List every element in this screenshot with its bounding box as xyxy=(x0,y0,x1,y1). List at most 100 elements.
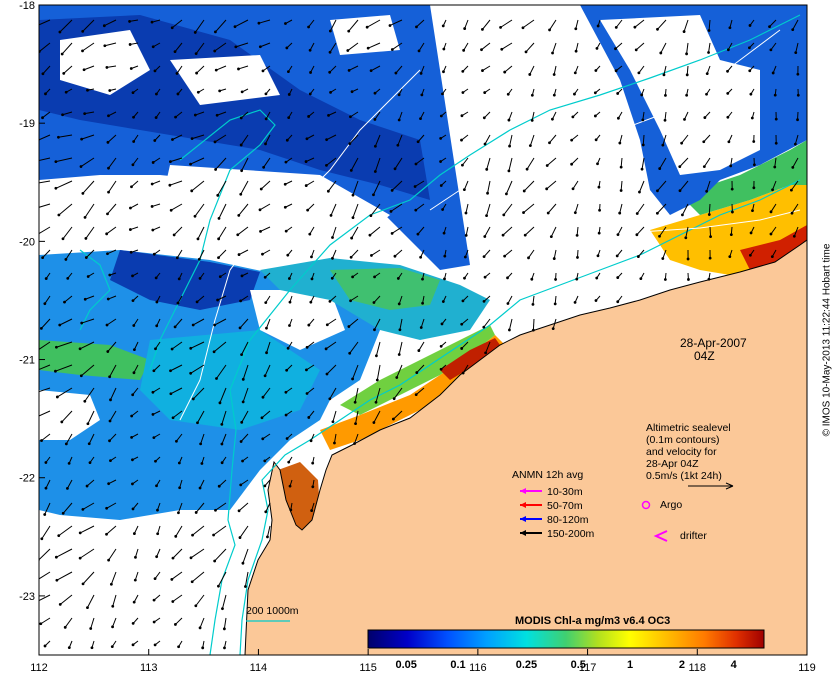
velocity-vector-head xyxy=(527,256,530,260)
velocity-vector-head xyxy=(309,71,312,74)
velocity-vector-head xyxy=(264,92,268,96)
y-tick-label: -20 xyxy=(19,236,35,248)
velocity-vector-head xyxy=(486,191,489,195)
velocity-vector xyxy=(56,571,73,581)
velocity-vector xyxy=(107,341,117,352)
velocity-vector-head xyxy=(461,371,465,375)
velocity-vector-head xyxy=(241,400,245,404)
velocity-vector-head xyxy=(40,537,44,541)
colorbar-tick-label: 1 xyxy=(627,659,633,671)
velocity-vector xyxy=(484,134,491,145)
velocity-vector-head xyxy=(87,442,91,446)
velocity-vector-head xyxy=(503,70,507,74)
velocity-vector-head xyxy=(190,137,194,141)
velocity-vector-head xyxy=(130,414,134,418)
velocity-vector-head xyxy=(461,69,465,73)
velocity-vector-head xyxy=(172,233,176,237)
velocity-vector-head xyxy=(33,182,36,185)
velocity-vector-head xyxy=(239,143,243,147)
velocity-vector xyxy=(571,157,579,165)
velocity-vector xyxy=(174,318,183,328)
velocity-vector-head xyxy=(685,73,689,77)
velocity-vector-head xyxy=(154,276,158,280)
velocity-vector xyxy=(192,387,205,400)
velocity-vector xyxy=(41,318,51,329)
cloud-gap xyxy=(160,165,390,240)
velocity-vector xyxy=(59,594,73,605)
velocity-vector xyxy=(394,249,403,257)
velocity-vector-head xyxy=(549,235,553,238)
velocity-vector xyxy=(217,295,227,301)
velocity-vector-head xyxy=(617,116,620,120)
cloud-gap xyxy=(600,15,760,175)
velocity-vector-head xyxy=(506,92,510,96)
velocity-vector xyxy=(39,180,51,184)
velocity-vector-head xyxy=(616,276,620,279)
velocity-vector-head xyxy=(241,561,245,565)
velocity-vector-head xyxy=(329,213,333,217)
velocity-vector-head xyxy=(307,25,310,29)
velocity-vector-head xyxy=(309,439,313,443)
velocity-vector xyxy=(770,226,777,235)
velocity-vector-head xyxy=(154,459,157,463)
velocity-vector-head xyxy=(190,580,194,584)
velocity-vector xyxy=(415,157,425,165)
velocity-vector xyxy=(107,249,117,255)
velocity-vector-head xyxy=(461,163,464,167)
velocity-vector-head xyxy=(499,25,502,29)
velocity-vector xyxy=(399,318,403,330)
velocity-vector-head xyxy=(129,206,132,210)
velocity-vector xyxy=(265,134,271,145)
velocity-vector-head xyxy=(731,210,734,214)
velocity-vector xyxy=(79,341,95,350)
chl-coastal-red xyxy=(440,338,500,380)
velocity-vector-head xyxy=(150,205,154,208)
velocity-vector-head xyxy=(351,216,355,220)
velocity-vector-head xyxy=(728,255,732,259)
velocity-vector-head xyxy=(325,323,329,327)
velocity-vector xyxy=(354,433,359,444)
velocity-vector-head xyxy=(193,113,197,117)
velocity-vector-head xyxy=(729,164,733,168)
isobath-deep xyxy=(149,109,276,371)
velocity-vector-head xyxy=(439,367,443,371)
velocity-vector-head xyxy=(284,390,288,394)
velocity-vector-head xyxy=(190,189,194,193)
velocity-vector-head xyxy=(507,328,511,332)
velocity-vector-head xyxy=(707,29,711,32)
velocity-vector xyxy=(398,111,403,121)
velocity-vector xyxy=(260,180,271,190)
velocity-vector xyxy=(55,364,73,372)
velocity-vector xyxy=(176,433,183,442)
y-tick-label: -23 xyxy=(19,591,35,603)
velocity-vector-head xyxy=(333,441,336,445)
velocity-vector xyxy=(686,65,689,75)
velocity-vector xyxy=(531,111,535,121)
velocity-vectors xyxy=(33,19,800,650)
velocity-vector-head xyxy=(311,485,315,489)
velocity-vector-head xyxy=(658,167,662,170)
velocity-vector xyxy=(39,157,51,162)
argo-icon xyxy=(641,500,651,510)
velocity-vector-head xyxy=(439,136,443,140)
anmn-legend-item: 10-30m xyxy=(520,486,583,498)
velocity-vector-head xyxy=(54,369,57,373)
velocity-vector-head xyxy=(727,140,731,144)
velocity-vector-head xyxy=(460,138,463,142)
velocity-vector-head xyxy=(663,118,667,122)
velocity-vector-head xyxy=(239,440,243,443)
velocity-vector xyxy=(90,617,95,629)
velocity-vector xyxy=(57,387,73,398)
velocity-vector-head xyxy=(596,254,600,258)
velocity-vector xyxy=(657,203,667,214)
velocity-vector-head xyxy=(570,138,574,142)
velocity-vector-head xyxy=(552,93,556,97)
velocity-vector-head xyxy=(152,598,156,602)
velocity-vector-head xyxy=(328,29,332,33)
velocity-vector-head xyxy=(598,208,601,212)
velocity-vector-head xyxy=(573,300,577,304)
velocity-vector-head xyxy=(108,89,112,92)
velocity-vector-head xyxy=(174,115,177,119)
velocity-vector-head xyxy=(132,348,136,352)
velocity-vector-head xyxy=(618,211,622,215)
